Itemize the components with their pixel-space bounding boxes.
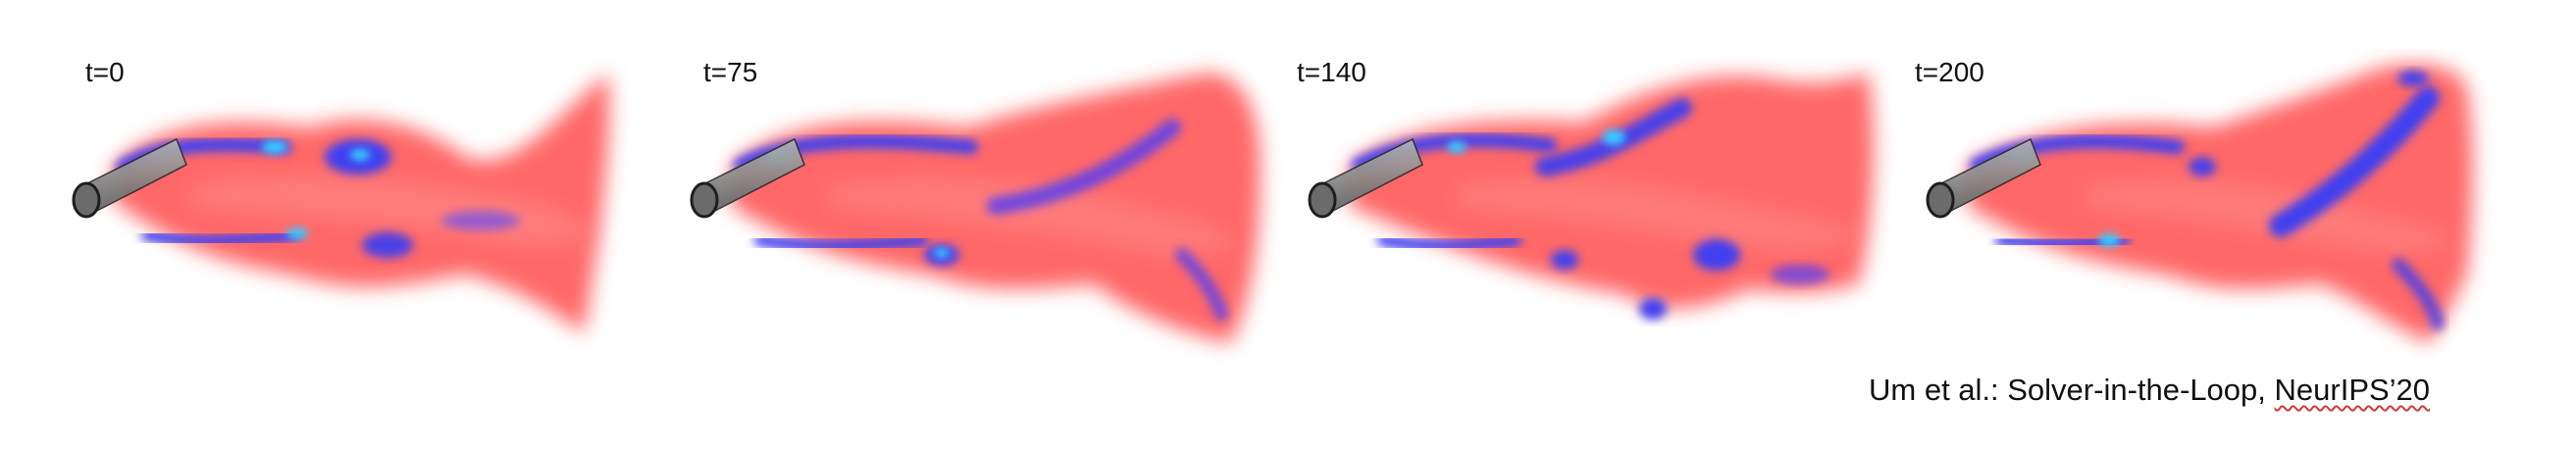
flow-snapshot-t140 [1308, 74, 1875, 320]
flow-snapshot-t200 [1926, 64, 2473, 344]
frame-label-t140: t=140 [1297, 57, 1366, 87]
cylinder-obstacle [1308, 137, 1423, 219]
frame-label-t0: t=0 [85, 57, 125, 87]
cylinder-obstacle [1926, 137, 2041, 219]
citation-venue: NeurIPS’20 [2274, 373, 2431, 407]
flow-snapshot-t0 [72, 74, 610, 333]
cylinder-obstacle [72, 137, 187, 219]
smoke-plume [113, 74, 610, 333]
smoke-plume [1967, 64, 2473, 344]
flow-snapshot-t75 [690, 73, 1261, 343]
frame-label-t200: t=200 [1915, 57, 1984, 87]
citation-caption: Um et al.: Solver-in-the-Loop, NeurIPS’2… [1869, 373, 2430, 408]
cylinder-obstacle [690, 137, 805, 219]
frame-label-t75: t=75 [703, 57, 758, 87]
citation-text: Um et al.: Solver-in-the-Loop, [1869, 373, 2275, 407]
